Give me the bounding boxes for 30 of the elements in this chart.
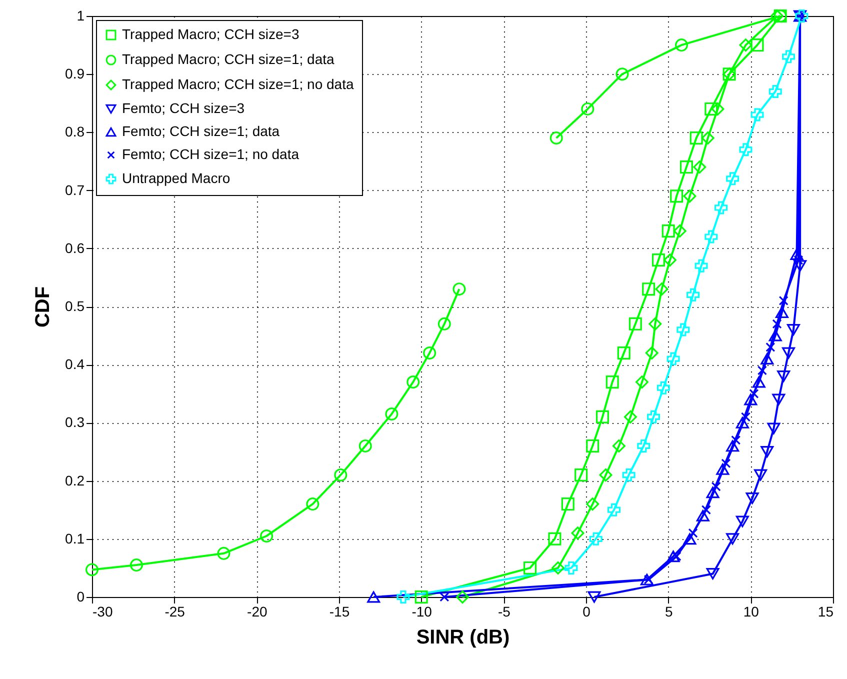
x-tick-label: -10: [412, 604, 432, 620]
x-tick-label: 5: [664, 604, 673, 620]
y-tick-label: 0.3: [65, 414, 85, 430]
y-axis-title: CDF: [32, 286, 54, 328]
x-tick-label: -5: [498, 604, 511, 620]
y-tick-label: 0.2: [65, 472, 85, 488]
legend-label: Femto; CCH size=1; data: [122, 123, 280, 139]
x-tick-label: -25: [164, 604, 186, 620]
x-tick-label: 0: [582, 604, 591, 620]
y-tick-label: 0.8: [65, 124, 85, 140]
y-tick-label: 0.1: [65, 530, 85, 546]
legend-label: Trapped Macro; CCH size=1; data: [122, 51, 335, 67]
y-tick-label: 0.4: [65, 356, 85, 372]
legend-label: Femto; CCH size=1; no data: [122, 146, 300, 162]
x-tick-label: 10: [743, 604, 760, 620]
y-tick-label: 0: [76, 588, 85, 604]
x-tick-label: 15: [818, 604, 834, 620]
y-tick-label: 0.5: [65, 298, 85, 314]
y-tick-label: 0.9: [65, 66, 85, 82]
legend-label: Untrapped Macro: [122, 170, 230, 186]
x-tick-label: -20: [247, 604, 268, 620]
y-tick-label: 0.6: [65, 240, 85, 256]
x-axis-title: SINR (dB): [416, 626, 510, 648]
legend-label: Femto; CCH size=3: [122, 100, 245, 116]
x-tick-label: -15: [329, 604, 350, 620]
legend-label: Trapped Macro; CCH size=1; no data: [122, 76, 354, 92]
y-tick-label: 1: [76, 8, 85, 24]
y-tick-label: 0.7: [65, 182, 85, 198]
x-tick-label: -30: [92, 604, 113, 620]
legend-label: Trapped Macro; CCH size=3: [122, 26, 300, 42]
